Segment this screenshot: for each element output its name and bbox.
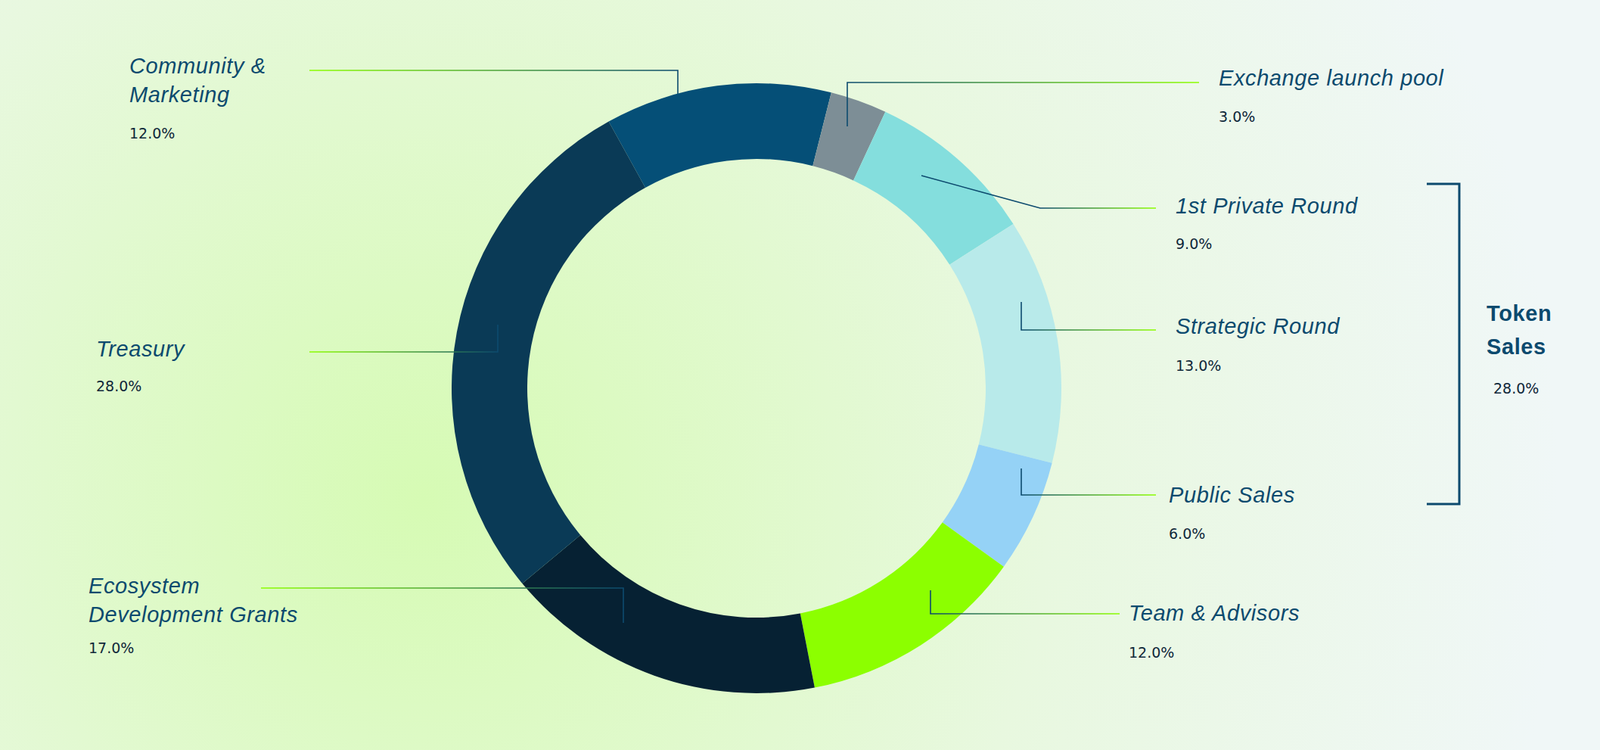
- value-label: 12.0%: [129, 124, 175, 142]
- slice: [608, 83, 832, 188]
- leader-line: [1021, 301, 1156, 330]
- leader-line: [847, 82, 1200, 127]
- value-label: 6.0%: [1168, 525, 1206, 542]
- label-line: Marketing: [129, 82, 230, 107]
- slice: [949, 223, 1062, 463]
- label-line: Public Sales: [1168, 482, 1296, 507]
- leader-lines: [260, 70, 1200, 623]
- chart: Community & Marketing 12.0% Exchange launch…: [0, 0, 1600, 750]
- category-label: Exchange launch pool: [1218, 65, 1445, 91]
- leader-line: [309, 70, 678, 94]
- label-line: Community &: [129, 53, 267, 78]
- label-line: Strategic Round: [1175, 313, 1340, 339]
- background: [0, 0, 1600, 750]
- value-label: 28.0%: [96, 377, 142, 395]
- category-label: 1st Private Round: [1175, 193, 1358, 218]
- group-value-label: 28.0%: [1493, 379, 1539, 397]
- category-label: Public Sales: [1168, 482, 1296, 507]
- label-line: Team & Advisors: [1128, 600, 1300, 625]
- label-line: Treasury: [96, 336, 186, 361]
- group-label: Token Sales: [1486, 301, 1552, 359]
- labels: Community & Marketing 12.0% Exchange launch…: [88, 53, 1445, 661]
- value-label: 9.0%: [1175, 235, 1212, 252]
- category-label: Ecosystem Development Grants: [88, 573, 299, 627]
- category-label: Team & Advisors: [1128, 600, 1300, 625]
- leader-line: [921, 175, 1156, 209]
- group-bracket: [1426, 183, 1460, 504]
- value-label: 17.0%: [88, 639, 134, 656]
- label-line: Ecosystem: [88, 573, 200, 598]
- slice: [521, 534, 815, 693]
- slice: [800, 521, 1004, 687]
- label-line: Sales: [1486, 334, 1547, 359]
- label-line: Token: [1486, 301, 1552, 326]
- value-label: 13.0%: [1175, 357, 1221, 374]
- label-line: 1st Private Round: [1175, 193, 1358, 218]
- category-label: Treasury: [96, 336, 186, 361]
- label-line: Development Grants: [88, 602, 299, 627]
- category-label: Community & Marketing: [129, 53, 267, 107]
- donut: [451, 83, 1062, 693]
- leader-line: [930, 590, 1120, 614]
- leader-line: [1021, 468, 1156, 495]
- category-label: Strategic Round: [1175, 313, 1340, 339]
- value-label: 3.0%: [1218, 108, 1256, 125]
- value-label: 12.0%: [1128, 643, 1175, 661]
- leader-line: [309, 324, 498, 352]
- label-line: Exchange launch pool: [1218, 65, 1445, 91]
- leader-line: [260, 587, 624, 623]
